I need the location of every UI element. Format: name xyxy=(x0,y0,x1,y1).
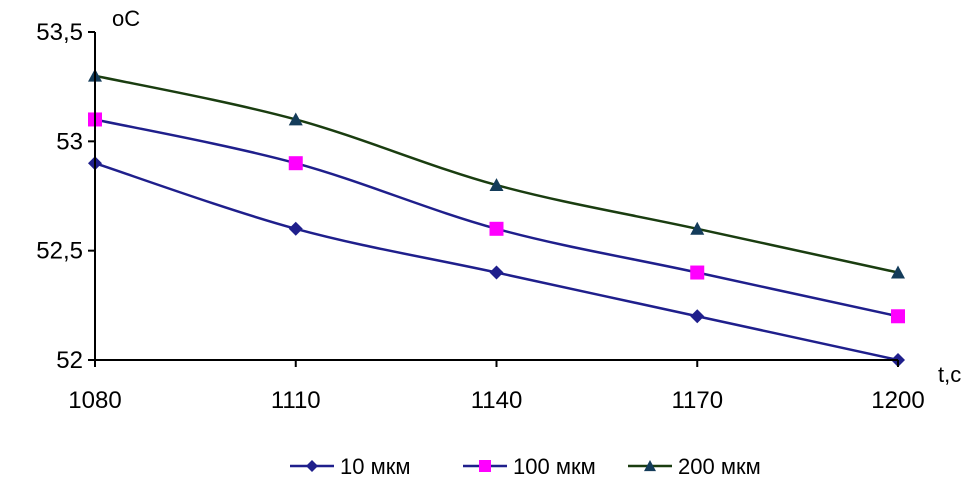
x-axis-title: t,c xyxy=(938,362,961,387)
legend-item: 200 мкм xyxy=(628,454,761,479)
legend: 10 мкм 100 мкм 200 мкм xyxy=(290,454,761,479)
y-tick-label: 52 xyxy=(56,347,83,374)
data-point-series-2 xyxy=(489,221,504,236)
data-point-series-2 xyxy=(690,265,705,280)
series-line-1 xyxy=(94,162,899,362)
legend-marker xyxy=(306,460,318,472)
data-point-series-1 xyxy=(288,221,303,236)
legend-marker xyxy=(479,460,491,472)
data-point-series-3 xyxy=(690,221,705,235)
data-point-series-2 xyxy=(891,309,905,324)
legend-marker xyxy=(644,460,656,472)
data-point-series-3 xyxy=(891,265,905,279)
legend-item: 100 мкм xyxy=(463,454,596,479)
series-line-3 xyxy=(94,74,899,274)
legend-label: 200 мкм xyxy=(678,454,761,479)
legend-label: 10 мкм xyxy=(340,454,410,479)
y-tick-label: 52,5 xyxy=(36,238,83,265)
y-axis-title: oC xyxy=(112,6,140,31)
data-point-series-3 xyxy=(288,112,303,126)
axes xyxy=(94,32,898,361)
ticks: 52 52,5 53 53,5 1080 1110 1140 1170 1200 xyxy=(36,19,924,414)
series-line-2 xyxy=(94,118,899,318)
x-tick-label: 1140 xyxy=(471,387,523,414)
x-tick-label: 1170 xyxy=(671,387,723,414)
data-point-series-1 xyxy=(489,265,504,280)
series-lines xyxy=(94,74,899,362)
legend-label: 100 мкм xyxy=(513,454,596,479)
y-tick-label: 53,5 xyxy=(36,19,83,46)
data-point-series-2 xyxy=(288,156,303,171)
series-markers xyxy=(88,68,905,367)
x-tick-label: 1110 xyxy=(271,387,321,414)
data-point-series-1 xyxy=(690,309,705,324)
x-tick-label: 1080 xyxy=(68,387,121,414)
legend-item: 10 мкм xyxy=(290,454,410,479)
data-point-series-3 xyxy=(489,178,504,192)
y-tick-label: 53 xyxy=(56,128,83,155)
x-tick-label: 1200 xyxy=(871,387,924,414)
